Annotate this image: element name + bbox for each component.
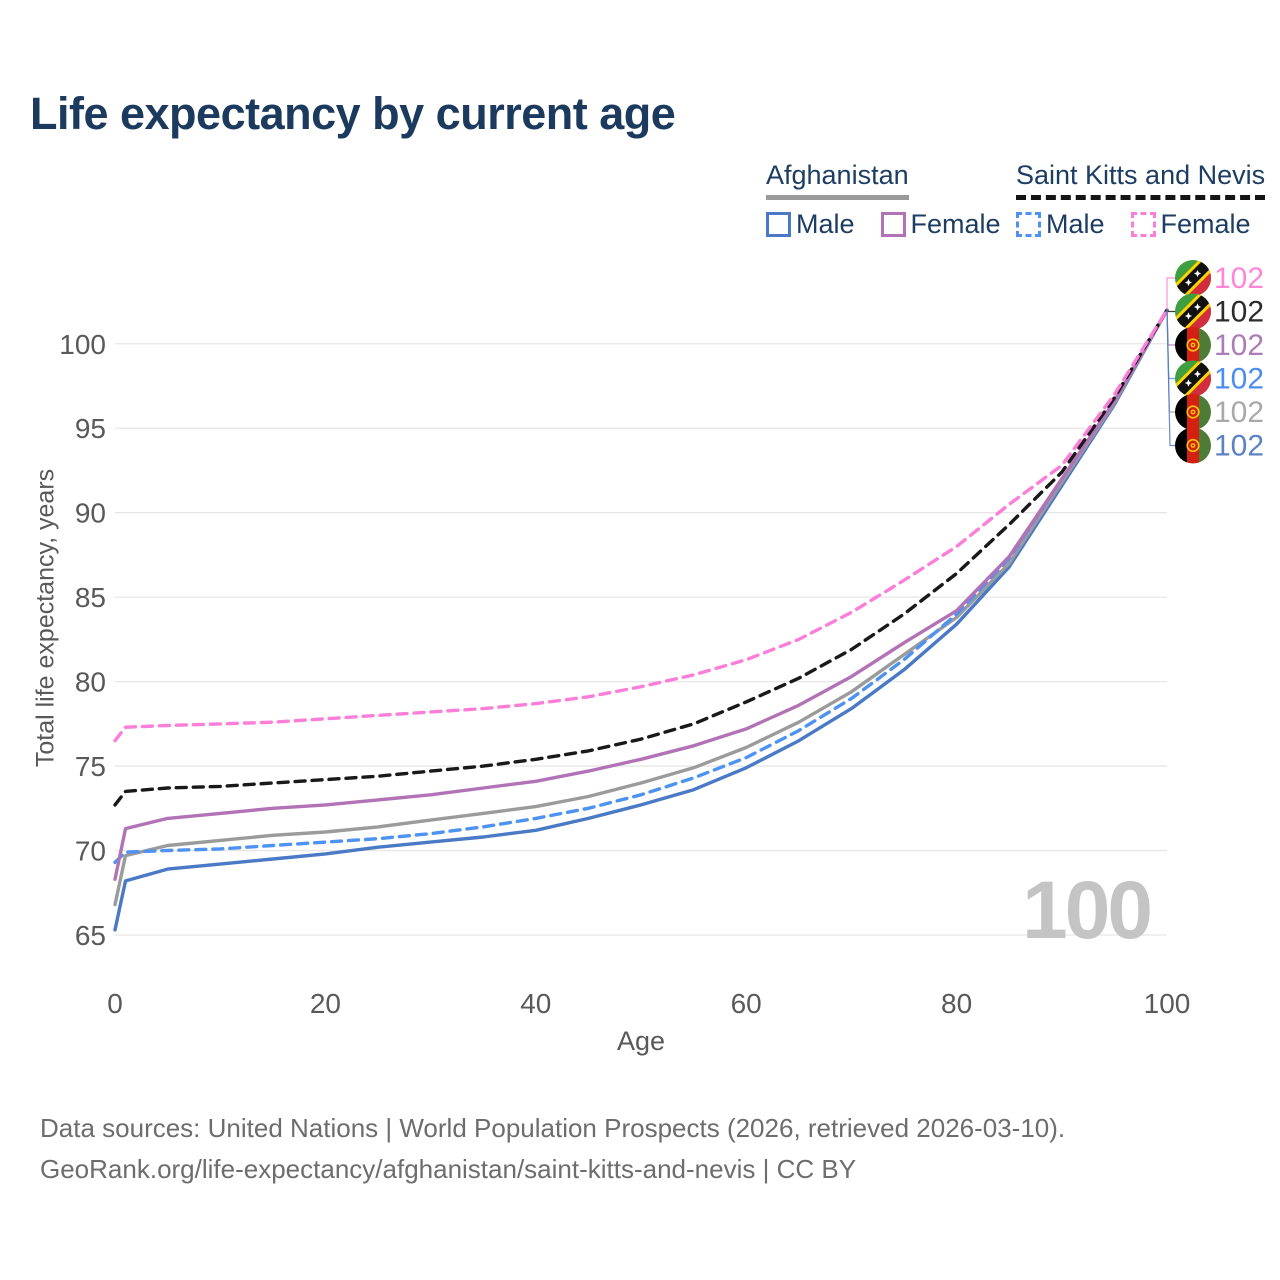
- y-tick-85: 85: [75, 582, 106, 613]
- end-label-row-afg-male: 102: [1175, 427, 1264, 464]
- x-tick-0: 0: [107, 988, 123, 1019]
- footer: Data sources: United Nations | World Pop…: [40, 1108, 1065, 1190]
- x-tick-80: 80: [941, 988, 972, 1019]
- saint-kitts-and-nevis-flag-icon: [1175, 260, 1211, 296]
- line-skn-female: [113, 308, 1169, 743]
- y-axis-title: Total life expectancy, years: [31, 468, 60, 768]
- y-tick-80: 80: [75, 667, 106, 698]
- end-label-connector-skn-female: [1166, 277, 1176, 310]
- legend-group-saint-kitts-and-nevis: Saint Kitts and Nevis Male Female: [1016, 160, 1266, 240]
- end-label-value-skn-both: 102: [1214, 296, 1264, 329]
- saint-kitts-and-nevis-flag-icon: [1175, 360, 1211, 397]
- legend-item-saint-kitts-and-nevis-male[interactable]: Male: [1016, 209, 1105, 240]
- end-label-row-skn-both: 102: [1175, 293, 1264, 330]
- y-tick-75: 75: [75, 751, 106, 782]
- legend-item-label: Male: [1046, 209, 1105, 239]
- legend-swatch-male: [766, 212, 791, 237]
- legend-group-afghanistan: Afghanistan Male Female: [766, 160, 1001, 240]
- legend-swatch-female: [880, 212, 906, 237]
- legend-swatch-male: [1016, 212, 1041, 237]
- line-afg-female: [113, 308, 1169, 881]
- legend-items-saint-kitts-and-nevis: Male Female: [1016, 209, 1265, 240]
- legend-item-label: Female: [910, 209, 1001, 239]
- saint-kitts-and-nevis-flag-icon: [1175, 293, 1211, 330]
- end-label-value-skn-female: 102: [1214, 262, 1264, 295]
- line-afg-male: [113, 308, 1169, 932]
- x-axis-title: Age: [616, 1026, 666, 1056]
- end-label-row-afg-both: 102: [1175, 394, 1264, 430]
- x-tick-60: 60: [731, 988, 762, 1019]
- y-tick-90: 90: [75, 498, 106, 529]
- legend-items-afghanistan: Male Female: [766, 209, 1001, 240]
- legend-item-afghanistan-female[interactable]: Female: [880, 209, 1001, 240]
- x-tick-40: 40: [520, 988, 551, 1019]
- y-tick-95: 95: [75, 413, 106, 444]
- end-label-value-afg-male: 102: [1214, 430, 1264, 463]
- legend-header-saint-kitts-and-nevis[interactable]: Saint Kitts and Nevis: [1016, 160, 1266, 200]
- legend-item-afghanistan-male[interactable]: Male: [766, 209, 855, 240]
- end-label-row-skn-female: 102: [1175, 260, 1264, 296]
- legend-item-saint-kitts-and-nevis-female[interactable]: Female: [1130, 209, 1251, 240]
- line-skn-both: [113, 308, 1169, 807]
- y-tick-70: 70: [75, 836, 106, 867]
- legend-item-label: Female: [1160, 209, 1251, 239]
- line-skn-male: [113, 308, 1169, 865]
- end-label-value-skn-male: 102: [1214, 363, 1264, 396]
- legend-header-afghanistan[interactable]: Afghanistan: [766, 160, 909, 200]
- x-tick-100: 100: [1144, 988, 1191, 1019]
- legend-swatch-female: [1130, 212, 1156, 237]
- end-label-row-skn-male: 102: [1175, 360, 1264, 397]
- end-label-value-afg-both: 102: [1214, 396, 1264, 429]
- page-title: Life expectancy by current age: [30, 88, 676, 139]
- age-watermark: 100: [1022, 865, 1153, 956]
- footer-source-line: Data sources: United Nations | World Pop…: [40, 1113, 1066, 1143]
- x-tick-20: 20: [310, 988, 341, 1019]
- end-label-value-afg-female: 102: [1214, 329, 1264, 362]
- afghanistan-flag-icon: [1175, 394, 1211, 430]
- afghanistan-flag-icon: [1175, 427, 1211, 464]
- y-tick-100: 100: [59, 329, 106, 360]
- gridlines: 65 70 75 80 85 90 95 100: [59, 329, 1167, 951]
- y-tick-65: 65: [75, 920, 106, 951]
- legend-item-label: Male: [796, 209, 855, 239]
- afghanistan-flag-icon: [1175, 327, 1211, 363]
- footer-url-line: GeoRank.org/life-expectancy/afghanistan/…: [40, 1154, 857, 1184]
- end-label-connector-afg-male: [1166, 309, 1176, 447]
- end-label-row-afg-female: 102: [1175, 327, 1264, 363]
- line-afg-both: [113, 308, 1169, 907]
